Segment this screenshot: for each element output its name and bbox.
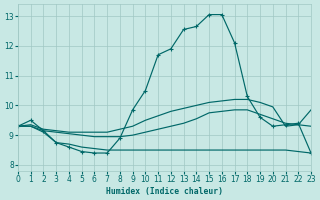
X-axis label: Humidex (Indice chaleur): Humidex (Indice chaleur): [106, 187, 223, 196]
